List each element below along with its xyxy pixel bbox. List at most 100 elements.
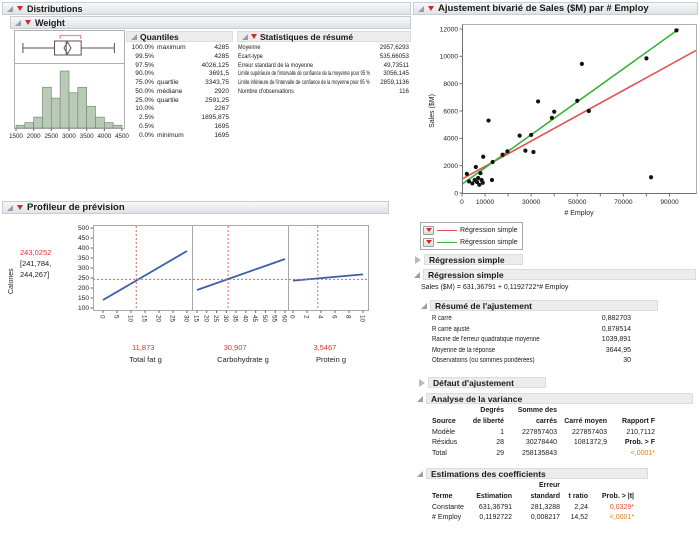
disclosure-triangle-icon[interactable] xyxy=(242,33,248,40)
histogram-bar[interactable] xyxy=(59,70,70,129)
anova-header[interactable]: Analyse de la variance xyxy=(417,393,693,404)
disclosure-triangle-icon[interactable] xyxy=(131,33,137,40)
table-cell: 1895,875 xyxy=(201,114,229,121)
table-cell: Source xyxy=(432,417,456,425)
factor-current-value[interactable]: 30,907 xyxy=(224,343,247,352)
data-point[interactable] xyxy=(470,181,475,186)
data-point[interactable] xyxy=(480,180,485,185)
data-point[interactable] xyxy=(648,175,654,180)
bivariate-header[interactable]: Ajustement bivarié de Sales ($M) par # E… xyxy=(413,2,698,15)
summary-stats-header[interactable]: Statistiques de résumé xyxy=(237,31,411,42)
distributions-header[interactable]: Distributions xyxy=(2,2,411,15)
weight-header[interactable]: Weight xyxy=(10,16,411,29)
data-point[interactable] xyxy=(478,171,483,176)
data-point[interactable] xyxy=(490,159,495,165)
collapsed-disclosure-icon[interactable] xyxy=(415,255,421,264)
disclosure-triangle-icon[interactable] xyxy=(421,302,427,309)
data-point[interactable] xyxy=(535,99,541,104)
x-tick-label: 0 xyxy=(460,199,464,206)
data-point[interactable] xyxy=(644,56,649,61)
y-tick-label: 350 xyxy=(78,255,89,262)
data-point[interactable] xyxy=(529,132,534,138)
quantiles-title: Quantiles xyxy=(140,31,179,42)
disclosure-triangle-icon[interactable] xyxy=(417,470,423,477)
boxplot-box[interactable] xyxy=(54,40,82,56)
legend-item-green: Régression simple xyxy=(423,236,520,248)
x-axis-label: # Employ xyxy=(564,210,594,217)
histogram-bar[interactable] xyxy=(15,124,26,129)
data-point[interactable] xyxy=(489,177,495,183)
data-point[interactable] xyxy=(549,115,555,120)
fit-summary-header[interactable]: Résumé de l'ajustement xyxy=(421,300,658,311)
table-cell: Somme des xyxy=(517,407,557,414)
table-row: Erreur standard de la moyenne 49,73511 xyxy=(237,62,410,71)
lack-of-fit-header[interactable]: Défaut d'ajustement xyxy=(419,377,546,388)
histogram-bar[interactable] xyxy=(42,86,52,129)
fit-summary-title: Résumé de l'ajustement xyxy=(435,300,532,311)
table-row: Observations (ou sommes pondérées) 30 xyxy=(429,357,633,368)
data-point[interactable] xyxy=(476,175,481,181)
table-cell: t ratio xyxy=(568,492,588,500)
red-triangle-menu-icon[interactable] xyxy=(428,6,434,11)
profile-trace xyxy=(102,250,188,301)
red-triangle-menu-icon[interactable] xyxy=(423,237,434,247)
data-point[interactable] xyxy=(552,109,557,114)
red-triangle-menu-icon[interactable] xyxy=(251,34,257,39)
data-point[interactable] xyxy=(523,148,528,153)
data-point[interactable] xyxy=(586,108,591,114)
table-cell: 2,24 xyxy=(574,503,588,511)
disclosure-triangle-icon[interactable] xyxy=(7,204,13,211)
coefficients-title: Estimations des coefficients xyxy=(431,468,546,479)
histogram-bar[interactable] xyxy=(86,105,96,129)
histogram-bar[interactable] xyxy=(112,124,123,129)
data-point[interactable] xyxy=(517,133,522,138)
red-triangle-menu-icon[interactable] xyxy=(17,205,23,210)
histogram-bar[interactable] xyxy=(68,92,79,129)
profiler-header[interactable]: Profileur de prévision xyxy=(2,201,389,214)
histogram-bar[interactable] xyxy=(103,122,114,129)
table-cell: Erreur xyxy=(538,482,560,489)
quantiles-header[interactable]: Quantiles xyxy=(126,31,233,42)
data-point[interactable] xyxy=(531,149,536,155)
regression-red-line[interactable] xyxy=(461,49,697,180)
data-point[interactable] xyxy=(477,182,482,187)
red-triangle-menu-icon[interactable] xyxy=(17,6,23,11)
y-tick-label: 500 xyxy=(78,225,89,232)
data-point[interactable] xyxy=(575,98,580,103)
data-point[interactable] xyxy=(674,28,679,33)
data-point[interactable] xyxy=(500,152,505,157)
histogram-bar[interactable] xyxy=(50,97,61,129)
coefficients-header[interactable]: Estimations des coefficients xyxy=(417,468,648,479)
regression-green-line[interactable] xyxy=(461,28,680,185)
data-point[interactable] xyxy=(481,154,486,159)
table-row: Source de liberté carrés Carré moyen Rapport… xyxy=(428,418,660,429)
collapsed-disclosure-icon[interactable] xyxy=(419,378,425,387)
factor-current-value[interactable]: 11,873 xyxy=(132,343,154,352)
disclosure-triangle-icon[interactable] xyxy=(417,395,423,402)
disclosure-triangle-icon[interactable] xyxy=(7,5,13,12)
table-cell: # Employ xyxy=(432,514,462,522)
data-point[interactable] xyxy=(466,179,472,184)
table-cell: 49,73511 xyxy=(383,61,409,69)
table-cell: Rapport F xyxy=(621,417,655,425)
histogram-bar[interactable] xyxy=(24,122,35,129)
histogram-bar[interactable] xyxy=(77,86,88,129)
data-point[interactable] xyxy=(486,118,491,123)
x-tick-label: 0 xyxy=(289,315,296,319)
disclosure-triangle-icon[interactable] xyxy=(15,19,21,26)
y-tick-label: 8000 xyxy=(443,81,458,88)
disclosure-triangle-icon[interactable] xyxy=(418,5,424,12)
data-point[interactable] xyxy=(505,149,510,154)
data-point[interactable] xyxy=(579,61,584,66)
red-triangle-menu-icon[interactable] xyxy=(423,225,434,235)
table-cell: quartile xyxy=(157,96,179,104)
histogram-bar[interactable] xyxy=(95,116,105,129)
data-point[interactable] xyxy=(473,164,478,170)
histogram-bar[interactable] xyxy=(33,116,43,129)
data-point[interactable] xyxy=(464,171,469,176)
linear-fit-collapsed-header[interactable]: Régression simple xyxy=(415,254,523,265)
linear-fit-expanded-header[interactable]: Régression simple xyxy=(414,269,696,280)
red-triangle-menu-icon[interactable] xyxy=(25,20,31,25)
disclosure-triangle-icon[interactable] xyxy=(414,271,420,278)
factor-current-value[interactable]: 3,5467 xyxy=(313,343,336,352)
